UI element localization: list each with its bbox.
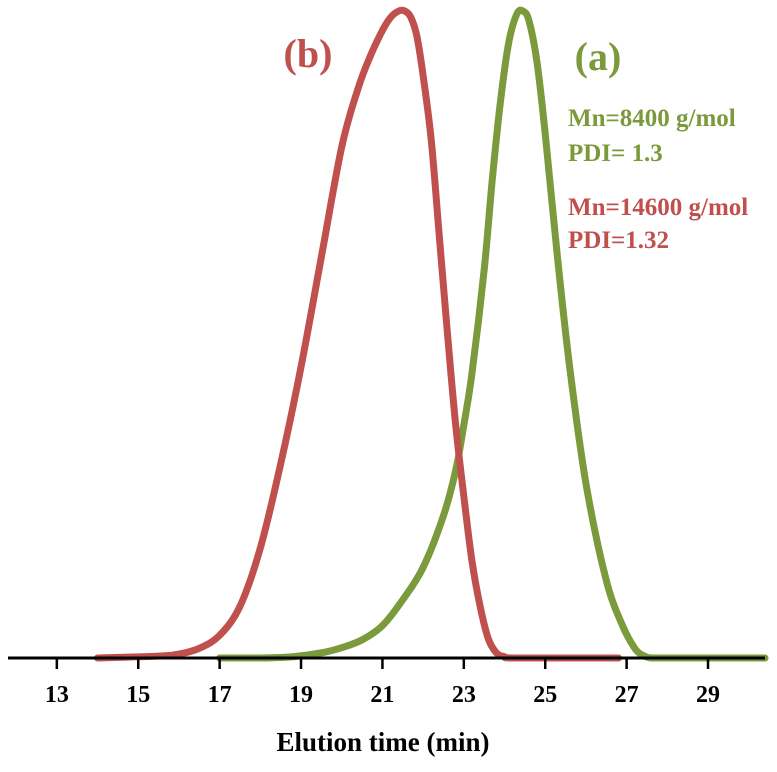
series-b-line — [94, 6, 622, 662]
series-b-label: (b) — [284, 31, 333, 76]
x-tick-label: 27 — [615, 682, 639, 708]
series-a-mn-annotation: Mn=8400 g/mol — [568, 105, 736, 132]
series-b-mn-annotation: Mn=14600 g/mol — [568, 194, 748, 221]
x-tick-label: 21 — [370, 682, 394, 708]
series-layer — [94, 6, 769, 662]
x-tick-label: 23 — [452, 682, 476, 708]
x-tick-label: 13 — [45, 682, 69, 708]
series-a-line — [216, 6, 769, 662]
x-axis: 13 15 17 19 21 23 25 27 29 — [8, 656, 765, 708]
series-b-pdi-annotation: PDI=1.32 — [568, 227, 669, 254]
x-axis-label: Elution time (min) — [277, 727, 490, 757]
series-a-label: (a) — [575, 34, 622, 79]
series-a-pdi-annotation: PDI= 1.3 — [568, 140, 663, 167]
x-tick-label: 29 — [696, 682, 720, 708]
x-tick-label: 25 — [533, 682, 557, 708]
x-tick-label: 19 — [289, 682, 313, 708]
x-tick-label: 15 — [126, 682, 150, 708]
x-tick-label: 17 — [208, 682, 232, 708]
